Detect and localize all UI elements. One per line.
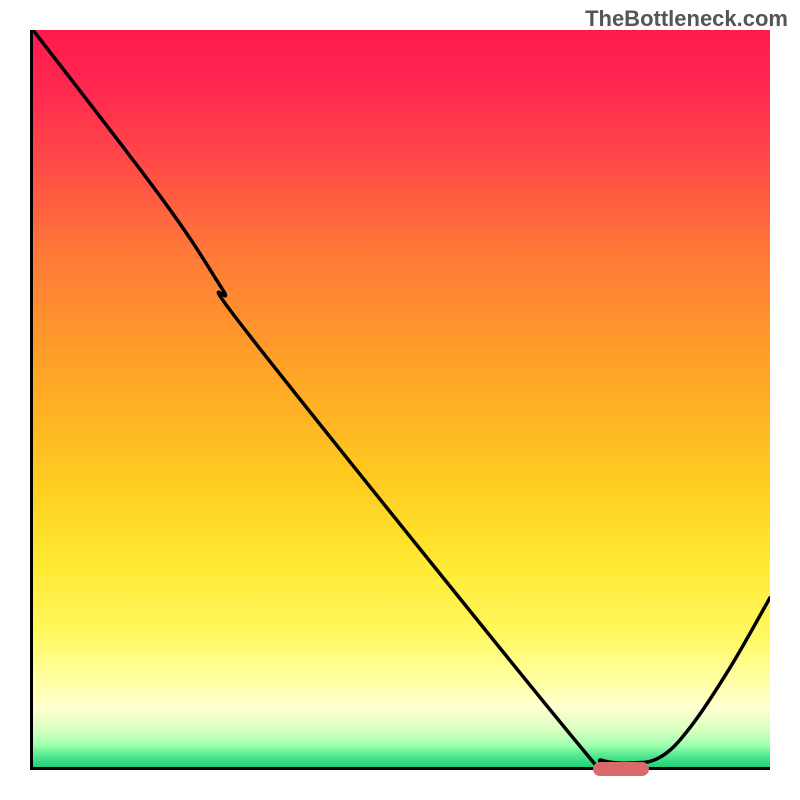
curve-layer [33, 30, 770, 767]
watermark-text: TheBottleneck.com [585, 6, 788, 32]
optimal-marker [593, 762, 649, 776]
bottleneck-curve [33, 30, 770, 767]
chart-plot-area [30, 30, 770, 770]
